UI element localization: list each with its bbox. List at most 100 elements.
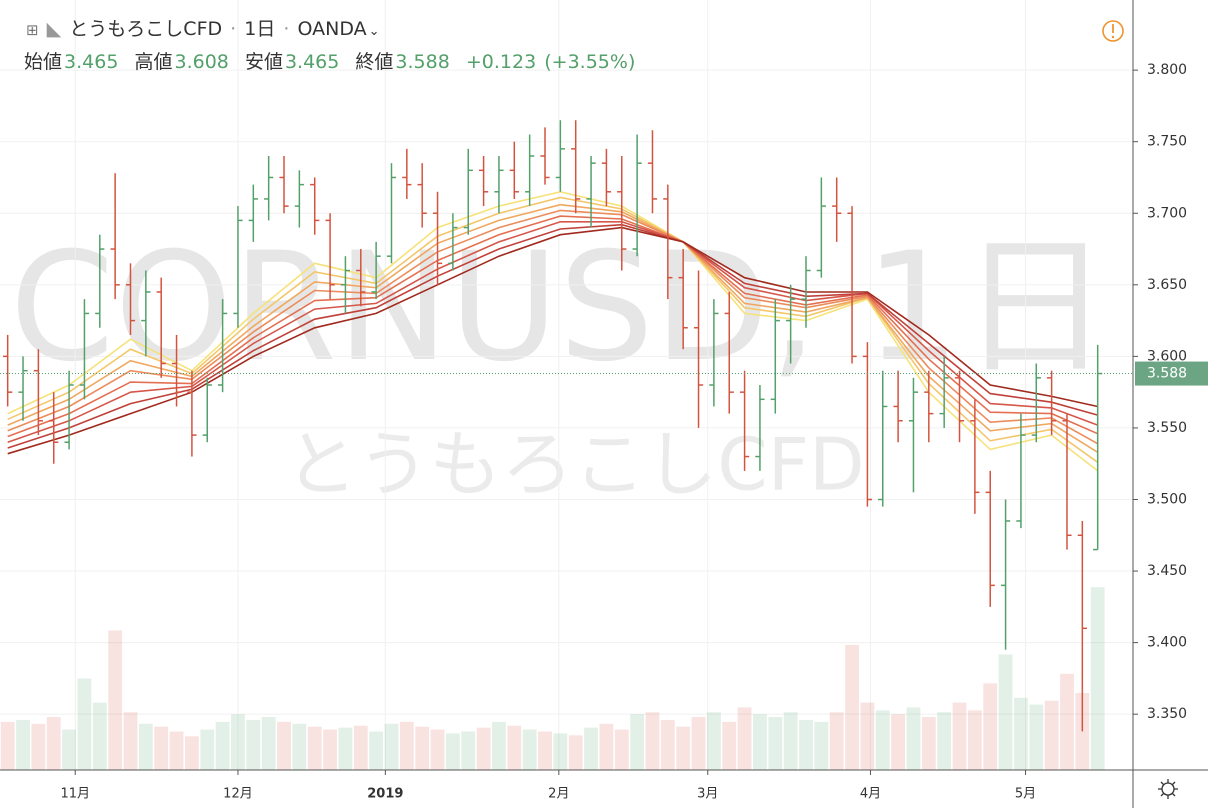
volume-bar <box>31 723 46 770</box>
volume-bar <box>937 712 952 770</box>
legend-label: 高値 <box>134 51 173 73</box>
volume-bar <box>691 717 706 770</box>
legend-label: 始値 <box>24 51 63 73</box>
x-tick-label: 4月 <box>860 787 881 802</box>
volume-bar <box>200 729 215 770</box>
volume-bar <box>860 702 875 770</box>
volume-bar <box>722 721 737 770</box>
volume-bar <box>921 717 936 770</box>
y-tick-label: 3.400 <box>1147 635 1187 651</box>
settings-icon[interactable] <box>1158 779 1178 799</box>
volume-bar <box>768 717 783 770</box>
volume-bar <box>1044 700 1059 770</box>
volume-bar <box>1075 693 1090 770</box>
volume-bar <box>753 714 767 770</box>
y-tick-label: 3.650 <box>1147 277 1187 293</box>
volume-bar <box>875 710 890 770</box>
interval: 1日 <box>244 18 276 40</box>
volume-bar <box>645 712 660 770</box>
volume-bar <box>154 726 169 770</box>
legend-value: 3.608 <box>174 51 229 73</box>
exchange[interactable]: OANDA <box>297 18 367 40</box>
volume-bar <box>538 731 552 770</box>
alert-icon[interactable] <box>1102 20 1124 42</box>
symbol: とうもろこしCFD <box>69 18 223 40</box>
separator: · <box>230 18 237 40</box>
legend-change-pct: (+3.55%) <box>544 51 636 73</box>
legend-value: 3.588 <box>395 51 450 73</box>
volume-bar <box>384 723 399 770</box>
volume-bar <box>292 723 307 770</box>
volume-bar <box>952 702 967 770</box>
volume-bar <box>614 729 629 770</box>
y-tick-label: 3.450 <box>1147 563 1187 579</box>
legend-label: 安値 <box>244 51 283 73</box>
x-tick-label: 5月 <box>1015 787 1036 802</box>
separator: · <box>283 18 290 40</box>
last-price-box <box>1135 361 1208 386</box>
volume-bar <box>430 729 445 770</box>
volume-bar <box>184 736 199 770</box>
volume-bar <box>138 723 153 770</box>
watermark: CORNUSD, 1日 <box>10 221 1111 395</box>
volume-bar <box>983 683 998 770</box>
volume-bar <box>277 721 291 770</box>
volume-bar <box>829 712 844 770</box>
toggle-icon[interactable]: ⊞ <box>26 21 39 39</box>
volume-bar <box>891 714 906 770</box>
y-tick-label: 3.750 <box>1147 134 1187 150</box>
volume-bar <box>323 729 337 770</box>
grid <box>0 0 1133 770</box>
volume-bar <box>246 719 261 770</box>
volume-bar <box>967 710 982 770</box>
y-tick-label: 3.350 <box>1147 706 1187 722</box>
alert-icon-dot <box>1111 35 1115 39</box>
legend-label: 終値 <box>355 51 394 73</box>
volume-bar <box>553 733 568 770</box>
volume-bar <box>476 727 491 770</box>
y-tick-label: 3.700 <box>1147 205 1187 221</box>
volume-bar <box>906 707 921 770</box>
volume-bar <box>92 702 107 770</box>
volume-bar <box>353 725 368 770</box>
y-tick-label: 3.550 <box>1147 420 1187 436</box>
volume-bar <box>231 714 245 770</box>
volume-bar <box>676 726 691 770</box>
legend-value: 3.465 <box>284 51 340 73</box>
volume-bar <box>1014 697 1028 770</box>
volume-bar <box>507 725 522 770</box>
flag-icon[interactable]: ◣ <box>46 18 62 40</box>
volume-bar <box>737 707 752 770</box>
volume-bar <box>492 721 506 770</box>
volume-bar <box>783 712 798 770</box>
volume-bar <box>46 717 61 770</box>
volume-bar <box>369 731 384 770</box>
volume-bar <box>169 731 184 770</box>
volume-bar <box>338 727 353 770</box>
volume-bar <box>1060 673 1074 770</box>
volume-bar <box>1090 587 1105 770</box>
legend-value: 3.465 <box>64 51 119 73</box>
ohlc-legend: 始値 3.465 高値 3.608 安値 3.465 終値 3.588 +0.123 (… <box>24 47 637 77</box>
x-tick-label: 12月 <box>223 787 253 802</box>
volume-bar <box>461 731 476 770</box>
volume-bar <box>998 654 1013 770</box>
volume-bar <box>445 733 460 770</box>
volume-bar <box>16 719 30 770</box>
volume-bar <box>1029 704 1044 770</box>
volume-bar <box>108 630 123 770</box>
volume-bar <box>599 723 614 770</box>
x-tick-label: 11月 <box>60 787 90 802</box>
volume-bar <box>584 727 598 770</box>
labels: 3.350 3.400 3.450 3.500 3.550 3.600 3.650 3.700… <box>0 62 1208 802</box>
volume <box>0 587 1105 770</box>
title-row: ⊞ ◣ とうもろこしCFD · 1日 · OANDA ⌄ <box>26 14 637 47</box>
volume-bar <box>415 726 430 770</box>
volume-bar <box>0 721 15 770</box>
dropdown-icon[interactable]: ⌄ <box>368 24 380 39</box>
volume-bar <box>568 735 583 770</box>
y-tick-label: 3.800 <box>1147 62 1187 78</box>
